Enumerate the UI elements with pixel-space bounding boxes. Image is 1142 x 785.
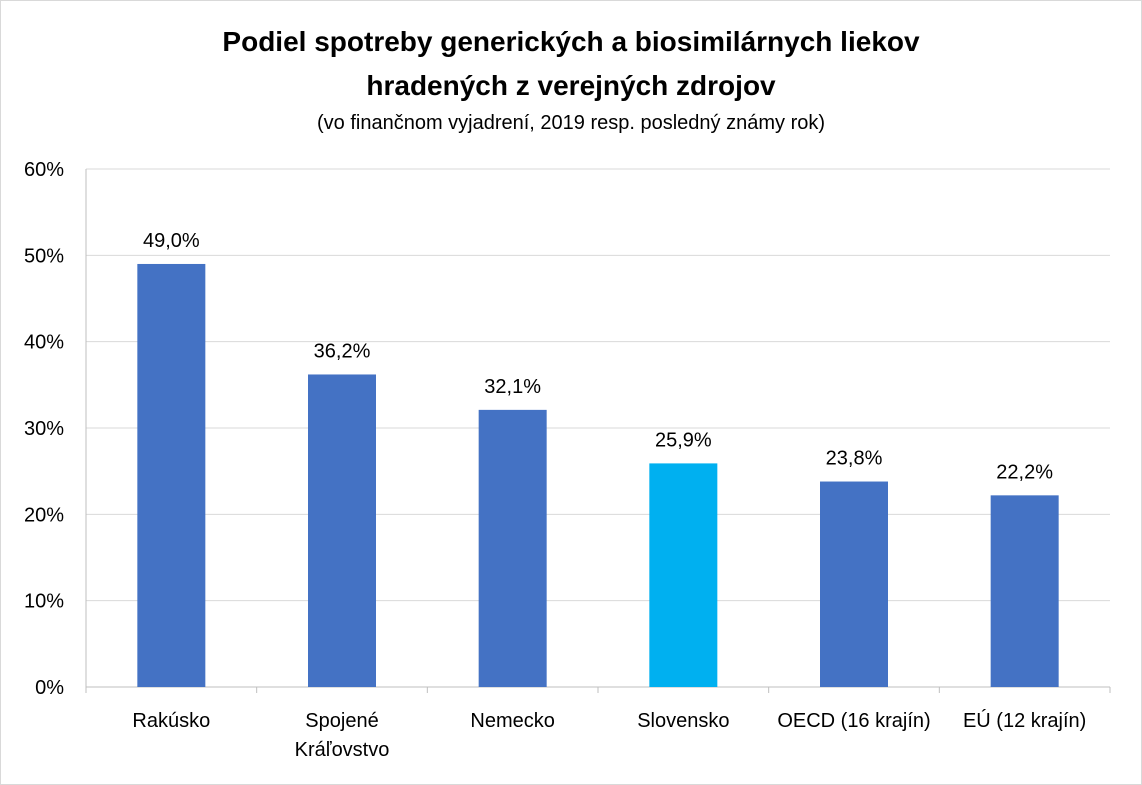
category-label: Rakúsko bbox=[132, 710, 210, 732]
data-label: 36,2% bbox=[314, 340, 371, 362]
category-label: Spojené bbox=[305, 710, 378, 732]
chart-subtitle: (vo finančnom vyjadrení, 2019 resp. posl… bbox=[316, 112, 826, 134]
category-label: EÚ (12 krajín) bbox=[963, 709, 1086, 732]
category-label: Kráľovstvo bbox=[295, 739, 390, 761]
bar bbox=[820, 481, 888, 687]
y-tick-label: 10% bbox=[24, 591, 64, 613]
data-label: 23,8% bbox=[826, 448, 883, 470]
y-tick-label: 20% bbox=[24, 504, 64, 526]
bar bbox=[137, 263, 206, 687]
bar bbox=[308, 374, 376, 687]
category-label: OECD (16 krajín) bbox=[777, 710, 930, 732]
y-tick-label: 30% bbox=[24, 418, 64, 440]
bar bbox=[990, 495, 1059, 687]
chart-title-line-2: hradených z verejných zdrojov bbox=[366, 70, 776, 101]
y-tick-label: 50% bbox=[24, 245, 64, 267]
data-label: 49,0% bbox=[143, 230, 200, 252]
data-label: 32,1% bbox=[484, 376, 541, 398]
data-label: 22,2% bbox=[996, 461, 1053, 483]
bar bbox=[478, 409, 547, 687]
y-tick-label: 60% bbox=[24, 159, 64, 181]
data-label: 25,9% bbox=[655, 429, 712, 451]
bar bbox=[649, 463, 718, 687]
category-label: Nemecko bbox=[470, 710, 554, 732]
chart-title-line-1: Podiel spotreby generických a biosimilár… bbox=[222, 26, 920, 57]
category-label: Slovensko bbox=[637, 710, 729, 732]
y-tick-label: 0% bbox=[35, 677, 64, 699]
y-tick-label: 40% bbox=[24, 332, 64, 354]
